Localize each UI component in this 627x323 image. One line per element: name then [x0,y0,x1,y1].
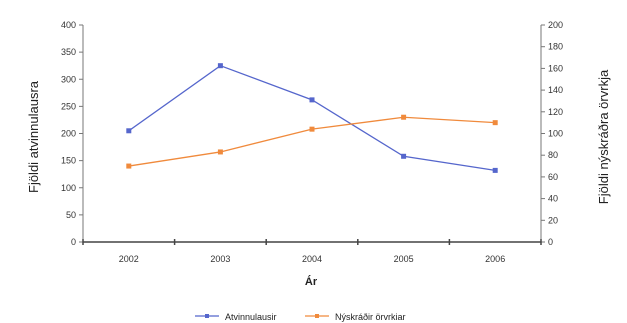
axes [79,24,545,245]
data-point [217,149,223,155]
x-tick-label: 2006 [485,254,505,264]
y-left-tick-label: 0 [71,237,76,247]
y-right-tick-label: 0 [548,237,553,247]
y-axis-left-title: Fjöldi atvinnulausra [26,80,41,193]
legend-label: Atvinnulausir [225,312,277,322]
data-point [309,97,315,103]
y-left-tick-label: 250 [61,101,76,111]
y-left-tick-label: 100 [61,183,76,193]
y-left-tick-label: 200 [61,129,76,139]
legend-swatch-marker [315,314,319,318]
data-point [126,128,132,134]
y-right-tick-label: 160 [548,63,563,73]
y-right-tick-label: 40 [548,194,558,204]
x-tick-label: 2002 [119,254,139,264]
y-right-tick-label: 140 [548,85,563,95]
y-right-tick-label: 60 [548,172,558,182]
y-right-tick-label: 20 [548,215,558,225]
data-point [217,63,223,69]
data-point [401,114,407,120]
y-right-tick-label: 100 [548,129,563,139]
series-line-0 [128,64,496,172]
legend-label: Nýskráðir örvrkiar [335,312,406,322]
series [126,63,498,173]
data-point [126,163,132,169]
y-left-tick-label: 150 [61,156,76,166]
y-left-tick-label: 50 [66,210,76,220]
legend-swatch-marker [205,314,209,318]
y-right-tick-label: 80 [548,150,558,160]
tick-labels: 0 50 100 150 200 250 300 350 400 0 20 40 60 80 100 120 1… [61,20,563,264]
y-right-tick-label: 120 [548,107,563,117]
y-left-tick-label: 300 [61,74,76,84]
y-left-tick-label: 400 [61,20,76,30]
data-point [492,167,498,173]
legend: Atvinnulausir Nýskráðir örvrkiar [195,312,406,322]
x-tick-label: 2004 [302,254,322,264]
x-tick-label: 2005 [394,254,414,264]
y-right-tick-label: 200 [548,20,563,30]
y-right-tick-label: 180 [548,42,563,52]
y-left-tick-label: 350 [61,47,76,57]
y-axis-right-title: Fjöldi nýskráðra örvrkja [596,69,611,204]
series-line-1 [128,116,496,167]
data-point [492,120,498,126]
x-axis-title: Ár [305,275,318,288]
x-tick-label: 2003 [210,254,230,264]
data-point [401,153,407,159]
data-point [309,126,315,132]
